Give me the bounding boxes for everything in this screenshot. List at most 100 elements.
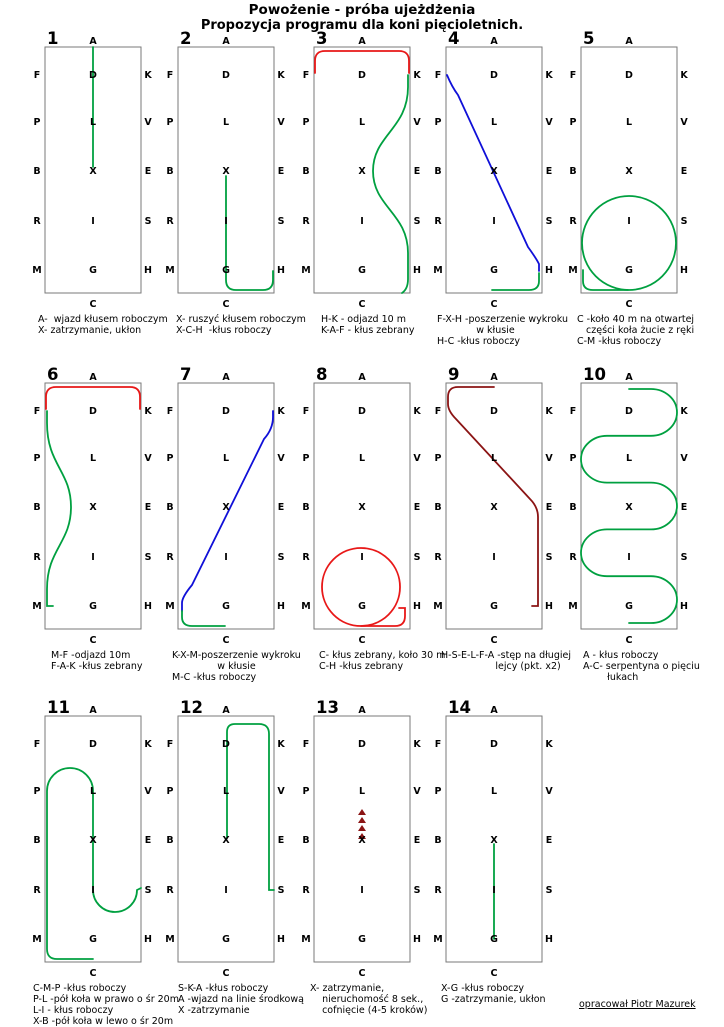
arena-letter: K xyxy=(413,739,421,750)
arena-letter: K xyxy=(680,406,688,417)
diagram-caption: C -koło 40 m na otwartej części koła żuc… xyxy=(557,314,697,347)
arena-letter: H xyxy=(277,601,285,612)
arena-letter: H xyxy=(277,934,285,945)
arena-letter: P xyxy=(303,453,310,464)
arena-letter: P xyxy=(570,453,577,464)
caption-line: M-F -odjazd 10m xyxy=(51,650,131,661)
arena-letter: K xyxy=(277,406,285,417)
arena-figure: 4 A C F P B R M K V E S H D L X I G xyxy=(433,29,553,310)
arena-letter: I xyxy=(91,216,95,227)
diagram-caption: A- wjazd kłusem roboczym X- zatrzymanie, … xyxy=(21,314,168,336)
arena-letter: D xyxy=(490,70,498,81)
arena-figure: 10 A C F P B R M K V E S H D L X I G xyxy=(568,365,688,646)
exercise-diagram-11: 11 A C F P B R M K V E S H D L X I G C-M-P -kłus roboczy P-… xyxy=(21,692,179,1027)
diagram-number: 2 xyxy=(180,29,191,48)
arena-letter: H xyxy=(413,265,421,276)
arena-letter: C xyxy=(359,299,366,310)
arena-letter: E xyxy=(546,835,553,846)
arena-letter: F xyxy=(167,70,174,81)
arena-letter: X xyxy=(222,166,230,177)
arena-letter: B xyxy=(302,835,309,846)
arena-letter: M xyxy=(301,601,310,612)
arena-letter: A xyxy=(625,36,633,47)
arena-letter: I xyxy=(492,552,496,563)
caption-line: C-M-P -kłus roboczy xyxy=(33,983,127,994)
arena-outline xyxy=(445,715,543,963)
caption-line: A-C- serpentyna o pięciu xyxy=(583,661,700,672)
arena-letter: A xyxy=(358,36,366,47)
exercise-diagram-2: 2 A C F P B R M K V E S H D L X I G X- ruszyć kłusem roboc… xyxy=(154,23,306,336)
arena-letter: H xyxy=(144,934,152,945)
arena-letter: M xyxy=(165,601,174,612)
arena-letter: I xyxy=(627,552,631,563)
arena-letter: K xyxy=(277,739,285,750)
arena-letter: G xyxy=(490,934,498,945)
arena-letter: X xyxy=(625,166,633,177)
caption-line: H-K - odjazd 10 m xyxy=(321,314,406,325)
arena-letter: L xyxy=(359,786,365,797)
diagram-number: 11 xyxy=(47,698,70,717)
arena-letter: X xyxy=(89,835,97,846)
caption-line: części koła żucie z ręki xyxy=(577,325,695,336)
arena-letter: H xyxy=(680,265,688,276)
arena-letter: B xyxy=(33,166,40,177)
arena-letter: F xyxy=(435,70,442,81)
arena-letter: S xyxy=(145,552,152,563)
arena-letter: V xyxy=(277,786,285,797)
caption-line: C-H -kłus zebrany xyxy=(319,661,404,672)
diagram-caption: M-F -odjazd 10m F-A-K -kłus zebrany xyxy=(21,650,161,672)
arena-letter: P xyxy=(34,117,41,128)
arena-outline xyxy=(44,715,142,963)
arena-letter: K xyxy=(277,70,285,81)
arena-letter: G xyxy=(358,265,366,276)
diagram-number: 6 xyxy=(47,365,58,384)
arena-outline xyxy=(44,382,142,630)
route-path xyxy=(46,767,142,960)
arena-letter: M xyxy=(568,265,577,276)
arena-figure: 1 A C F P B R M K V E S H D L X I G xyxy=(32,29,152,310)
route-path xyxy=(582,269,629,291)
arena-letter: E xyxy=(278,835,285,846)
arena-letter: V xyxy=(413,786,421,797)
arena-outline xyxy=(313,46,411,294)
arena-letter: C xyxy=(223,968,230,979)
arena-letter: A xyxy=(358,372,366,383)
arena-letter: R xyxy=(33,552,41,563)
arena-letter: A xyxy=(89,372,97,383)
arena-letter: D xyxy=(358,406,366,417)
arena-letter: G xyxy=(358,601,366,612)
arena-letter: L xyxy=(90,117,96,128)
arena-figure: 12 A C F P B R M K V E S H D L X I G xyxy=(165,698,285,979)
arena-letter: P xyxy=(167,786,174,797)
title-line2: Propozycja programu dla koni pięcioletni… xyxy=(200,18,524,33)
route-path xyxy=(45,386,141,410)
arena-letter: D xyxy=(625,406,633,417)
arena-letter: F xyxy=(167,406,174,417)
exercise-diagram-10: 10 A C F P B R M K V E S H D L X I G A - kłus roboczy A-C- … xyxy=(557,359,700,683)
arena-letter: E xyxy=(145,502,152,513)
arena-letter: H xyxy=(680,601,688,612)
caption-line: A- wjazd kłusem roboczym xyxy=(38,314,168,325)
arena-letter: F xyxy=(303,406,310,417)
arena-letter: C xyxy=(626,635,633,646)
diagram-caption: X-G -kłus roboczy G -zatrzymanie, ukłon xyxy=(422,983,562,1005)
arena-letter: V xyxy=(144,786,152,797)
arena-letter: S xyxy=(681,216,688,227)
arena-letter: B xyxy=(434,166,441,177)
route-path xyxy=(372,74,409,294)
arena-letter: F xyxy=(34,70,41,81)
arena-letter: A xyxy=(222,372,230,383)
arena-letter: V xyxy=(277,453,285,464)
caption-line: G -zatrzymanie, ukłon xyxy=(441,994,546,1005)
route-path xyxy=(314,50,410,74)
arena-letter: G xyxy=(222,265,230,276)
arena-letter: V xyxy=(144,453,152,464)
arena-letter: P xyxy=(303,117,310,128)
caption-line: X-B -pół koła w lewo o śr 20m xyxy=(33,1016,174,1027)
arena-letter: V xyxy=(680,117,688,128)
arena-letter: A xyxy=(490,705,498,716)
arena-letter: R xyxy=(166,885,174,896)
caption-line: A -wjazd na linie środkową xyxy=(178,994,304,1005)
caption-line: C -koło 40 m na otwartej xyxy=(577,314,695,325)
arena-letter: X xyxy=(490,835,498,846)
